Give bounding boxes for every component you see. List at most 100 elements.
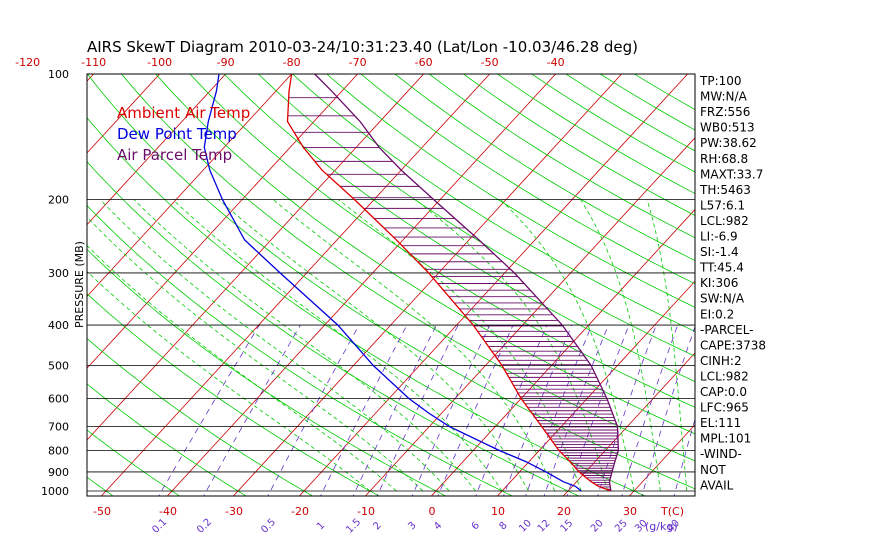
stat-label: MW:N/A [700,90,748,104]
top-temp-tick-label: -90 [217,56,235,69]
mixing-ratio-line [352,324,437,496]
dry-adiabat-line [87,293,380,496]
moist-adiabat-line [99,199,450,492]
isotherm-line [628,424,695,496]
mixing-ratio-tick-label: 15 [559,518,576,535]
stat-label: MAXT:33.7 [700,167,763,181]
mixing-ratio-line [411,324,491,496]
moist-adiabat-line [87,216,424,492]
mixing-ratio-tick-label: 0.5 [259,517,278,536]
chart-title: AIRS SkewT Diagram 2010-03-24/10:31:23.4… [87,38,638,56]
dry-adiabat-line [326,74,695,308]
mixing-ratio-line [641,325,695,496]
dewpoint-line [203,74,582,492]
dry-adiabat-line [462,74,695,216]
isotherm-line [364,137,695,496]
mixing-ratio-line [267,324,360,496]
pressure-tick-label: 900 [48,466,69,479]
bottom-temp-tick-label: 20 [557,505,571,518]
mixing-ratio-line [376,324,459,496]
dry-adiabat-line [360,74,695,285]
stat-label: FRZ:556 [700,105,750,119]
mixing-ratio-line [320,324,408,496]
mixing-ratio-tick-label: 1 [315,520,327,532]
x-axis-unit-label: T(C) [660,505,684,518]
stat-label: SI:-1.4 [700,245,739,259]
moist-adiabat-line [338,199,582,492]
mixing-ratio-tick-label: 1.5 [344,517,363,536]
mixing-ratio-tick-label: 8 [497,520,509,532]
mixing-ratio-tick-label: 2 [371,520,383,532]
stat-label: CINH:2 [700,354,742,368]
stat-label: L57:6.1 [700,198,745,212]
dry-adiabat-line [291,74,695,332]
y-axis-label: PRESSURE (MB) [73,241,86,328]
dry-adiabat-line [87,204,513,496]
isotherm-line [496,280,695,496]
dry-adiabat-line [428,74,695,239]
dry-adiabat-line [87,161,580,496]
mixing-ratio-tick-label: 6 [470,520,482,532]
top-temp-tick-label: -110 [81,56,106,69]
stat-label: TT:45.4 [699,261,744,275]
cape-hatch [287,97,619,490]
bottom-temp-tick-label: 10 [491,505,505,518]
stat-label: EL:111 [700,416,741,430]
dry-adiabat-line [87,429,181,496]
moist-adiabat-line [87,244,397,492]
mixing-ratio-tick-label: 20 [589,518,606,535]
dry-adiabat-line [394,74,695,262]
mixing-ratio-tick-label: 10 [517,518,534,535]
top-temp-tick-label: -80 [283,56,301,69]
isotherm-line [758,55,870,500]
stat-label: -PARCEL- [700,323,754,337]
isotherm-line [166,74,557,496]
stat-label: NOT [700,463,726,477]
stat-label: MPL:101 [700,432,751,446]
pressure-tick-label: 400 [48,319,69,332]
dry-adiabat-line [189,74,695,408]
parcel-temp-line [314,74,620,492]
isotherm-line [0,55,45,500]
bottom-temp-tick-label: -10 [357,505,375,518]
pressure-tick-label: 800 [48,445,69,458]
top-temp-tick-label: -60 [415,56,433,69]
dry-adiabat-line [223,74,695,382]
legend-entry-1: Ambient Air Temp [117,104,250,122]
stat-label: EI:0.2 [700,307,734,321]
stat-label: CAPE:3738 [700,338,766,352]
stat-label: KI:306 [700,276,738,290]
isotherm-line [87,74,161,154]
bottom-temp-tick-label: -50 [93,505,111,518]
mixing-ratio-line [503,324,573,496]
isotherm-line [232,74,623,496]
stat-label: WB0:513 [700,121,755,135]
bottom-temp-tick-label: 30 [623,505,637,518]
pressure-tick-label: 200 [48,194,69,207]
isotherm-line [298,74,689,496]
mixing-ratio-tick-label: 3 [406,520,418,532]
moist-adiabat-line [272,199,556,492]
dry-adiabat-line [121,74,695,462]
mixing-ratio-unit-label: (g/kg) [645,520,678,533]
dry-adiabat-line [87,383,247,496]
top-temp-tick-label: -120 [15,56,40,69]
dry-adiabat-line [87,117,647,496]
dry-adiabat-line [87,338,314,496]
mixing-ratio-tick-label: 25 [613,518,630,535]
dry-adiabat-line [155,74,695,435]
dry-adiabat-line [87,74,695,490]
pressure-tick-label: 100 [48,68,69,81]
top-temp-tick-label: -40 [547,56,565,69]
pressure-tick-label: 700 [48,420,69,433]
stat-label: RH:68.8 [700,152,748,166]
dry-adiabat-line [496,74,695,194]
isotherm-line [87,74,425,441]
stat-label: AVAIL [700,478,734,492]
stat-label: CAP:0.0 [700,385,747,399]
stat-label: LFC:965 [700,401,749,415]
bottom-temp-tick-label: 0 [429,505,436,518]
isotherm-line [562,352,695,496]
mixing-ratio-line [203,324,301,496]
